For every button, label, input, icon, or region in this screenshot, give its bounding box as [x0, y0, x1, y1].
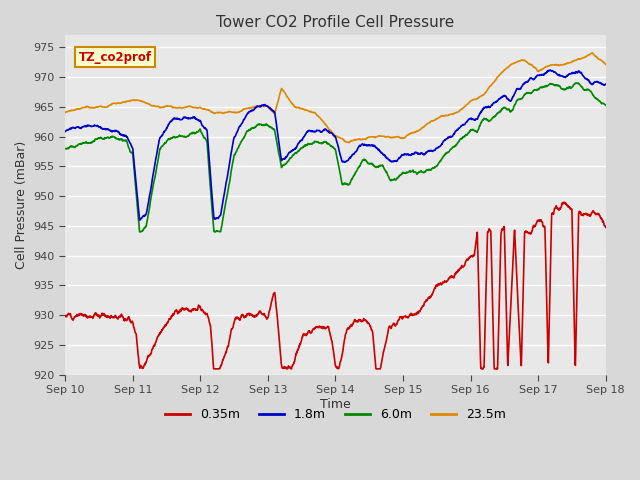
- X-axis label: Time: Time: [320, 398, 351, 411]
- Y-axis label: Cell Pressure (mBar): Cell Pressure (mBar): [15, 141, 28, 269]
- Legend: 0.35m, 1.8m, 6.0m, 23.5m: 0.35m, 1.8m, 6.0m, 23.5m: [161, 403, 511, 426]
- Title: Tower CO2 Profile Cell Pressure: Tower CO2 Profile Cell Pressure: [216, 15, 454, 30]
- Text: TZ_co2prof: TZ_co2prof: [79, 50, 152, 64]
